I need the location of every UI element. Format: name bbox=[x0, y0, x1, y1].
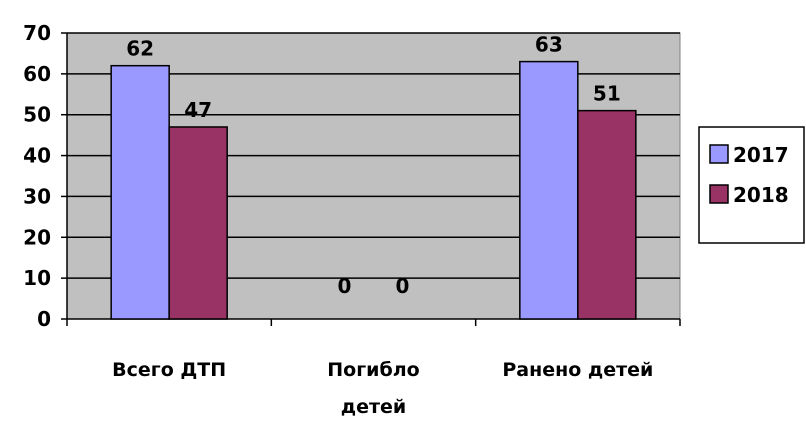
y-tick-label: 20 bbox=[23, 225, 51, 249]
data-label: 47 bbox=[184, 98, 212, 122]
x-category-label: Всего ДТП bbox=[112, 359, 226, 381]
data-label: 63 bbox=[535, 33, 563, 57]
x-category-label: детей bbox=[341, 396, 406, 418]
data-label: 0 bbox=[396, 274, 410, 298]
y-tick-label: 60 bbox=[23, 62, 51, 86]
legend-label: 2017 bbox=[733, 143, 789, 167]
legend-label: 2018 bbox=[733, 183, 789, 207]
bar-2017 bbox=[519, 60, 579, 320]
data-label: 0 bbox=[338, 274, 352, 298]
legend-swatch-2018 bbox=[709, 184, 729, 204]
x-category-label: Погибло bbox=[327, 359, 419, 381]
bar-2018 bbox=[168, 126, 228, 320]
y-tick-label: 10 bbox=[23, 266, 51, 290]
y-tick-label: 0 bbox=[37, 307, 51, 331]
legend: 2017 2018 bbox=[698, 126, 805, 244]
y-tick-label: 30 bbox=[23, 184, 51, 208]
legend-swatch-2017 bbox=[709, 144, 729, 164]
plot-area: 0 10 20 30 40 50 60 70 62 47 Всего ДТП 0 0 Погибло дет… bbox=[23, 21, 681, 418]
y-tick-label: 40 bbox=[23, 144, 51, 168]
bar-2018 bbox=[577, 109, 637, 320]
bar-2017 bbox=[110, 64, 170, 320]
y-tick-label: 50 bbox=[23, 103, 51, 127]
data-label: 51 bbox=[593, 82, 621, 106]
data-label: 62 bbox=[126, 37, 154, 61]
x-category-label: Ранено детей bbox=[502, 359, 653, 381]
y-tick-label: 70 bbox=[23, 21, 51, 45]
